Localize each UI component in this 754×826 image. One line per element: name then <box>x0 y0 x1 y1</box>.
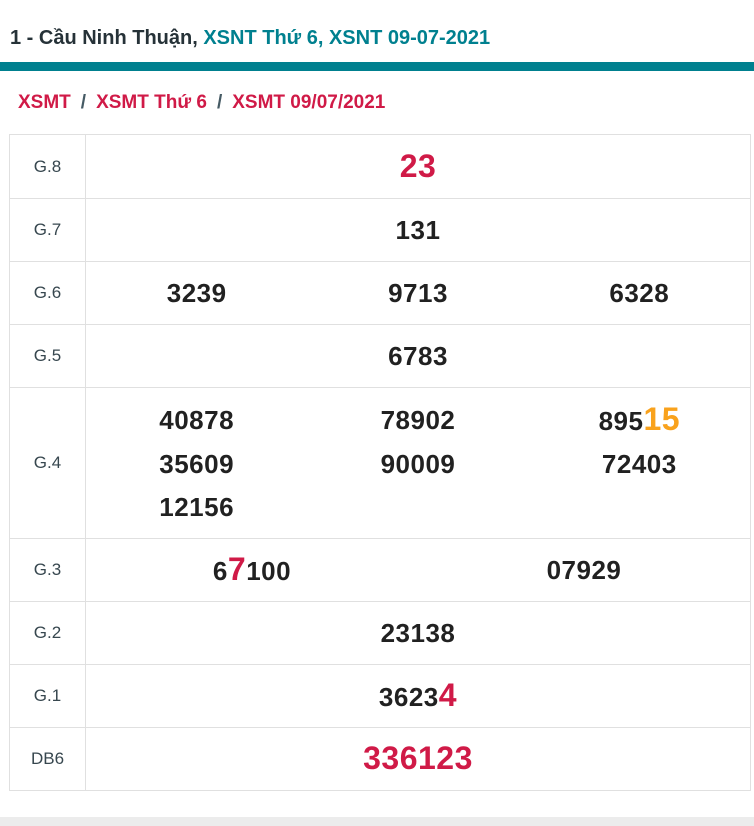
prize-number: 3239 <box>167 272 227 314</box>
results-table-body: G.8 23 G.7 131 G.6 3239 9713 6328 G.5 6783 G.4 4087… <box>9 134 751 791</box>
footer-band <box>0 817 754 826</box>
prize-digit-segment: 6783 <box>388 341 448 371</box>
prize-number: 6783 <box>388 335 448 377</box>
prize-number: 12156 <box>159 486 234 528</box>
prize-digit-segment: 6 <box>212 556 228 586</box>
prize-digit-segment: 07929 <box>546 555 622 585</box>
prize-digit-segment: 12156 <box>159 492 235 522</box>
prize-number: 9713 <box>388 272 448 314</box>
prize-number: 131 <box>396 209 441 251</box>
prize-number: 89515 <box>599 398 680 442</box>
prize-number: 40878 <box>159 399 234 441</box>
prize-digit-segment: 3239 <box>166 278 227 308</box>
prize-digit-segment: 100 <box>246 556 292 586</box>
page-title: 1 - Cầu Ninh Thuận, XSNT Thứ 6, XSNT 09-… <box>10 26 744 51</box>
prize-label: DB6 <box>9 727 86 791</box>
prize-digit-segment: 9713 <box>388 278 448 308</box>
prize-label: G.2 <box>9 601 86 665</box>
prize-digit-segment: 23 <box>399 147 437 184</box>
title-link-date[interactable]: XSNT 09-07-2021 <box>328 27 491 49</box>
prize-digit-segment: 7 <box>227 551 247 587</box>
prize-digit-segment: 6328 <box>609 278 670 308</box>
prize-number: 35609 <box>159 443 234 485</box>
prize-row-g3: G.3 67100 07929 <box>9 538 751 602</box>
prize-row-g7: G.7 131 <box>9 198 751 262</box>
prize-number: 23138 <box>381 612 456 654</box>
prize-values-cell: 67100 07929 <box>85 538 751 602</box>
prize-label: G.1 <box>9 664 86 728</box>
prize-number: 67100 <box>213 548 291 592</box>
prize-number: 07929 <box>547 549 622 591</box>
prize-digit-segment: 4 <box>438 677 458 713</box>
prize-digit-segment: 895 <box>598 406 644 436</box>
prize-values-cell: 40878 78902 89515 35609 90009 72403 12156 <box>85 387 751 539</box>
prize-row-g6: G.6 3239 9713 6328 <box>9 261 751 325</box>
prize-values-cell: 36234 <box>85 664 751 728</box>
prize-row-g8: G.8 23 <box>9 134 751 199</box>
prize-number: 6328 <box>609 272 669 314</box>
prize-label: G.4 <box>9 387 86 539</box>
prize-number: 90009 <box>381 443 456 485</box>
prize-number: 72403 <box>602 443 677 485</box>
breadcrumb-link-0[interactable]: XSMT <box>18 92 71 113</box>
title-link-weekday[interactable]: XSNT Thứ 6, <box>203 27 324 49</box>
prize-row-g4: G.4 40878 78902 89515 35609 90009 72403 12156 <box>9 387 751 539</box>
results-table: G.8 23 G.7 131 G.6 3239 9713 6328 G.5 6783 G.4 4087… <box>9 134 751 791</box>
breadcrumb-separator: / <box>216 92 223 113</box>
prize-label: G.3 <box>9 538 86 602</box>
prize-number: 23 <box>400 145 437 189</box>
prize-values-cell: 131 <box>85 198 751 262</box>
breadcrumb-link-2[interactable]: XSMT 09/07/2021 <box>232 92 386 113</box>
teal-accent-bar <box>0 62 754 71</box>
prize-label: G.7 <box>9 198 86 262</box>
prize-digit-segment: 15 <box>643 401 681 437</box>
prize-digit-segment: 40878 <box>159 405 235 435</box>
prize-digit-segment: 23138 <box>380 618 456 648</box>
prize-number: 336123 <box>363 737 473 781</box>
prize-values-cell: 23138 <box>85 601 751 665</box>
prize-digit-segment: 72403 <box>601 449 677 479</box>
prize-number: 36234 <box>379 674 457 718</box>
prize-row-db6: DB6 336123 <box>9 727 751 791</box>
prize-digit-segment: 336123 <box>363 740 473 776</box>
prize-digit-segment: 131 <box>395 215 441 245</box>
prize-values-cell: 3239 9713 6328 <box>85 261 751 325</box>
prize-label: G.5 <box>9 324 86 388</box>
prize-digit-segment: 90009 <box>380 449 456 479</box>
prize-values-cell: 23 <box>85 134 751 199</box>
prize-values-cell: 336123 <box>85 727 751 791</box>
breadcrumb: XSMT / XSMT Thứ 6 / XSMT 09/07/2021 <box>18 91 754 115</box>
prize-label: G.6 <box>9 261 86 325</box>
prize-digit-segment: 3623 <box>378 682 439 712</box>
prize-row-g5: G.5 6783 <box>9 324 751 388</box>
breadcrumb-link-1[interactable]: XSMT Thứ 6 <box>96 92 207 113</box>
breadcrumb-separator: / <box>80 92 87 113</box>
prize-number: 78902 <box>381 399 456 441</box>
page-title-prefix: 1 - Cầu Ninh Thuận, <box>10 27 198 49</box>
prize-row-g2: G.2 23138 <box>9 601 751 665</box>
prize-row-g1: G.1 36234 <box>9 664 751 728</box>
prize-values-cell: 6783 <box>85 324 751 388</box>
prize-digit-segment: 35609 <box>159 449 235 479</box>
prize-digit-segment: 78902 <box>380 405 456 435</box>
prize-label: G.8 <box>9 134 86 199</box>
